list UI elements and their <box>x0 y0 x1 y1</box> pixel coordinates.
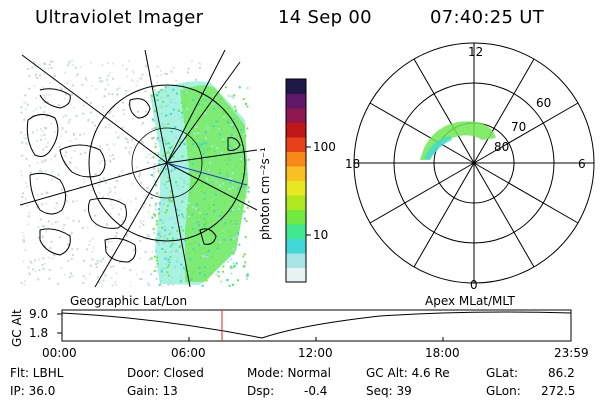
timeline-frame <box>61 309 572 342</box>
altitude-timeline <box>57 309 572 342</box>
polar-spoke <box>369 102 475 164</box>
mlt-label-18: 18 <box>345 157 361 171</box>
polar-plot <box>353 42 595 284</box>
apex-label: Apex MLat/MLT <box>425 294 515 308</box>
gc-alt-axis-title: GC Alt <box>10 309 24 347</box>
glon-label: GLon: <box>486 384 521 398</box>
color-bar-segment <box>286 108 306 123</box>
magnetic-line <box>166 162 248 186</box>
cbar-label-10: 10 <box>313 228 329 242</box>
glon-value: 272.5 <box>541 384 576 398</box>
lat-label-70: 70 <box>511 120 527 134</box>
instrument-title: Ultraviolet Imager <box>35 7 204 28</box>
gain-info: Gain: 13 <box>127 384 178 398</box>
meridian-lines <box>20 49 257 287</box>
ip-info: IP: 36.0 <box>10 384 56 398</box>
filter-info: Flt: LBHL <box>10 366 64 380</box>
dsp-label: Dsp: <box>247 384 275 398</box>
y-tick-9: 9.0 <box>29 307 49 321</box>
auroral-oval-cyan <box>424 136 452 160</box>
polar-spoke <box>413 58 475 164</box>
color-bar-frame <box>285 78 307 283</box>
seq-info: Seq: 39 <box>366 384 412 398</box>
mlt-label-12: 12 <box>468 45 484 59</box>
mlt-label-6: 6 <box>578 157 586 171</box>
door-info: Door: Closed <box>127 366 204 380</box>
polar-spoke <box>473 102 579 164</box>
color-bar-segment <box>286 267 306 283</box>
mode-info: Mode: Normal <box>247 366 331 380</box>
polar-spoke <box>473 162 579 224</box>
color-bar-segment <box>286 195 306 210</box>
x-tick-2359: 23:59 <box>554 346 589 360</box>
polar-spoke <box>473 162 535 268</box>
x-tick-0000: 00:00 <box>42 346 77 360</box>
x-tick-1800: 18:00 <box>425 346 460 360</box>
latitude-circle <box>131 127 203 199</box>
geo-label: Geographic Lat/Lon <box>70 294 188 308</box>
x-tick-0600: 06:00 <box>171 346 206 360</box>
globe-outline <box>88 84 246 242</box>
y-tick-1.8: 1.8 <box>29 326 49 340</box>
color-bar-segment <box>286 122 306 138</box>
gc-alt-info: GC Alt: 4.6 Re <box>366 366 450 380</box>
color-bar-segment <box>286 79 306 94</box>
dsp-value: -0.4 <box>304 384 328 398</box>
color-bar-segment <box>286 209 306 225</box>
color-bar-segment <box>286 224 306 239</box>
glat-value: 86.2 <box>548 366 575 380</box>
aurora-green-region <box>180 85 248 282</box>
auroral-oval <box>420 121 496 160</box>
time-label: 07:40:25 UT <box>430 7 545 28</box>
geographic-map <box>20 49 257 287</box>
cbar-label-100: 100 <box>313 140 336 154</box>
polar-spoke <box>369 162 475 224</box>
lat-label-80: 80 <box>494 140 510 154</box>
date-label: 14 Sep 00 <box>278 7 372 28</box>
color-bar-segment <box>286 238 306 254</box>
color-bar-segment <box>286 253 306 268</box>
color-bar-segment <box>286 137 306 152</box>
color-bar-segment <box>286 93 306 109</box>
color-bar <box>286 79 306 283</box>
lat-label-60: 60 <box>536 96 552 110</box>
glat-label: GLat: <box>486 366 519 380</box>
polar-spoke <box>413 162 475 268</box>
color-bar-segment <box>286 166 306 181</box>
altitude-curve <box>61 311 572 339</box>
polar-spoke <box>473 58 535 164</box>
cbar-unit-label: photon cm⁻²s⁻¹ <box>258 147 272 240</box>
mlt-label-0: 0 <box>470 278 478 292</box>
x-tick-1200: 12:00 <box>298 346 333 360</box>
color-bar-segment <box>286 151 306 167</box>
color-bar-segment <box>286 180 306 196</box>
